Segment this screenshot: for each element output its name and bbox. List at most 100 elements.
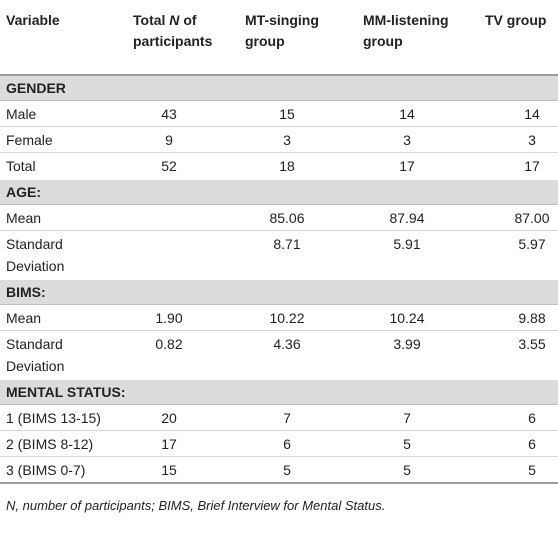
value: 3 xyxy=(528,132,536,148)
row-label: Female xyxy=(0,126,125,153)
value-cell: 6 xyxy=(237,430,355,457)
header-row: Variable Total N of participants MT-singin… xyxy=(0,0,558,76)
section-row: MENTAL STATUS: xyxy=(0,378,558,405)
data-row: Total 52 18 17 17 xyxy=(0,152,558,180)
section-row: BIMS: xyxy=(0,278,558,305)
header-italic: N xyxy=(169,12,180,28)
section-title: AGE: xyxy=(0,178,558,205)
value-cell: 6 xyxy=(477,430,558,457)
value-cell xyxy=(125,230,237,280)
row-label: Male xyxy=(0,100,125,127)
value: 5.91 xyxy=(393,236,421,252)
row-label: Standard Deviation xyxy=(0,230,125,280)
value-cell: 15 xyxy=(125,456,237,484)
data-row: Standard Deviation 0.82 4.36 3.99 3.55 xyxy=(0,330,558,380)
value: 10.24 xyxy=(389,310,425,326)
row-label: Mean xyxy=(0,304,125,331)
value: 87.00 xyxy=(514,210,550,226)
value: 3 xyxy=(283,132,291,148)
value: 6 xyxy=(528,436,536,452)
value-cell: 15 xyxy=(237,100,355,127)
value: 17 xyxy=(524,158,540,174)
value: 3 xyxy=(403,132,411,148)
value: 17 xyxy=(399,158,415,174)
value-cell: 14 xyxy=(477,100,558,127)
value-cell: 6 xyxy=(477,404,558,431)
value-cell: 8.71 xyxy=(237,230,355,280)
value: 3.55 xyxy=(518,336,546,352)
value-cell: 5 xyxy=(355,456,477,484)
value-cell: 17 xyxy=(477,152,558,180)
value: 5 xyxy=(403,436,411,452)
value: 8.71 xyxy=(273,236,301,252)
value: 18 xyxy=(279,158,295,174)
row-label: 3 (BIMS 0-7) xyxy=(0,456,125,484)
value-cell: 9 xyxy=(125,126,237,153)
value-cell: 3.55 xyxy=(477,330,558,380)
data-row: 2 (BIMS 8-12) 17 6 5 6 xyxy=(0,430,558,457)
value-cell: 4.36 xyxy=(237,330,355,380)
value: 9 xyxy=(165,132,173,148)
value: 14 xyxy=(399,106,415,122)
value-cell: 0.82 xyxy=(125,330,237,380)
value: 15 xyxy=(161,462,177,478)
value-cell: 17 xyxy=(125,430,237,457)
value-cell: 14 xyxy=(355,100,477,127)
data-row: Female 9 3 3 3 xyxy=(0,126,558,153)
row-label: Standard Deviation xyxy=(0,330,125,380)
value: 87.94 xyxy=(389,210,425,226)
column-header: MT-singing group xyxy=(237,0,355,76)
value-cell: 87.94 xyxy=(355,204,477,231)
value-cell: 10.24 xyxy=(355,304,477,331)
column-header: TV group xyxy=(477,0,558,76)
section-title: GENDER xyxy=(0,74,558,101)
value-cell: 5.91 xyxy=(355,230,477,280)
header-text: Total xyxy=(133,12,166,28)
value-cell: 87.00 xyxy=(477,204,558,231)
value: 43 xyxy=(161,106,177,122)
value: 52 xyxy=(161,158,177,174)
data-row: Male 43 15 14 14 xyxy=(0,100,558,127)
data-row: 1 (BIMS 13-15) 20 7 7 6 xyxy=(0,404,558,431)
value-cell: 85.06 xyxy=(237,204,355,231)
value: 7 xyxy=(283,410,291,426)
value: 14 xyxy=(524,106,540,122)
value-cell: 7 xyxy=(237,404,355,431)
value: 3.99 xyxy=(393,336,421,352)
value: 1.90 xyxy=(155,310,183,326)
value: 4.36 xyxy=(273,336,301,352)
data-row: Standard Deviation 8.71 5.91 5.97 xyxy=(0,230,558,280)
value: 85.06 xyxy=(269,210,305,226)
column-header: MM-listening group xyxy=(355,0,477,76)
value: 5 xyxy=(528,462,536,478)
value-cell: 1.90 xyxy=(125,304,237,331)
column-header: Total N of participants xyxy=(125,0,237,76)
row-label: Total xyxy=(0,152,125,180)
section-row: AGE: xyxy=(0,178,558,205)
header-text: of participants xyxy=(133,12,213,49)
value: 10.22 xyxy=(269,310,305,326)
section-title: MENTAL STATUS: xyxy=(0,378,558,405)
value-cell: 10.22 xyxy=(237,304,355,331)
value: 20 xyxy=(161,410,177,426)
data-row: 3 (BIMS 0-7) 15 5 5 5 xyxy=(0,456,558,484)
table-body: GENDER Male 43 15 14 14 Female 9 3 3 3 Total 52 18 17 1… xyxy=(0,74,558,484)
value: 6 xyxy=(283,436,291,452)
value-cell: 5 xyxy=(477,456,558,484)
value-cell: 3 xyxy=(477,126,558,153)
value-cell: 5.97 xyxy=(477,230,558,280)
row-label: Mean xyxy=(0,204,125,231)
value: 5 xyxy=(283,462,291,478)
section-title: BIMS: xyxy=(0,278,558,305)
value: 5.97 xyxy=(518,236,546,252)
value-cell: 9.88 xyxy=(477,304,558,331)
value-cell: 20 xyxy=(125,404,237,431)
value-cell: 18 xyxy=(237,152,355,180)
value: 6 xyxy=(528,410,536,426)
data-row: Mean 1.90 10.22 10.24 9.88 xyxy=(0,304,558,331)
value-cell: 5 xyxy=(237,456,355,484)
value: 17 xyxy=(161,436,177,452)
value-cell: 43 xyxy=(125,100,237,127)
value-cell: 17 xyxy=(355,152,477,180)
